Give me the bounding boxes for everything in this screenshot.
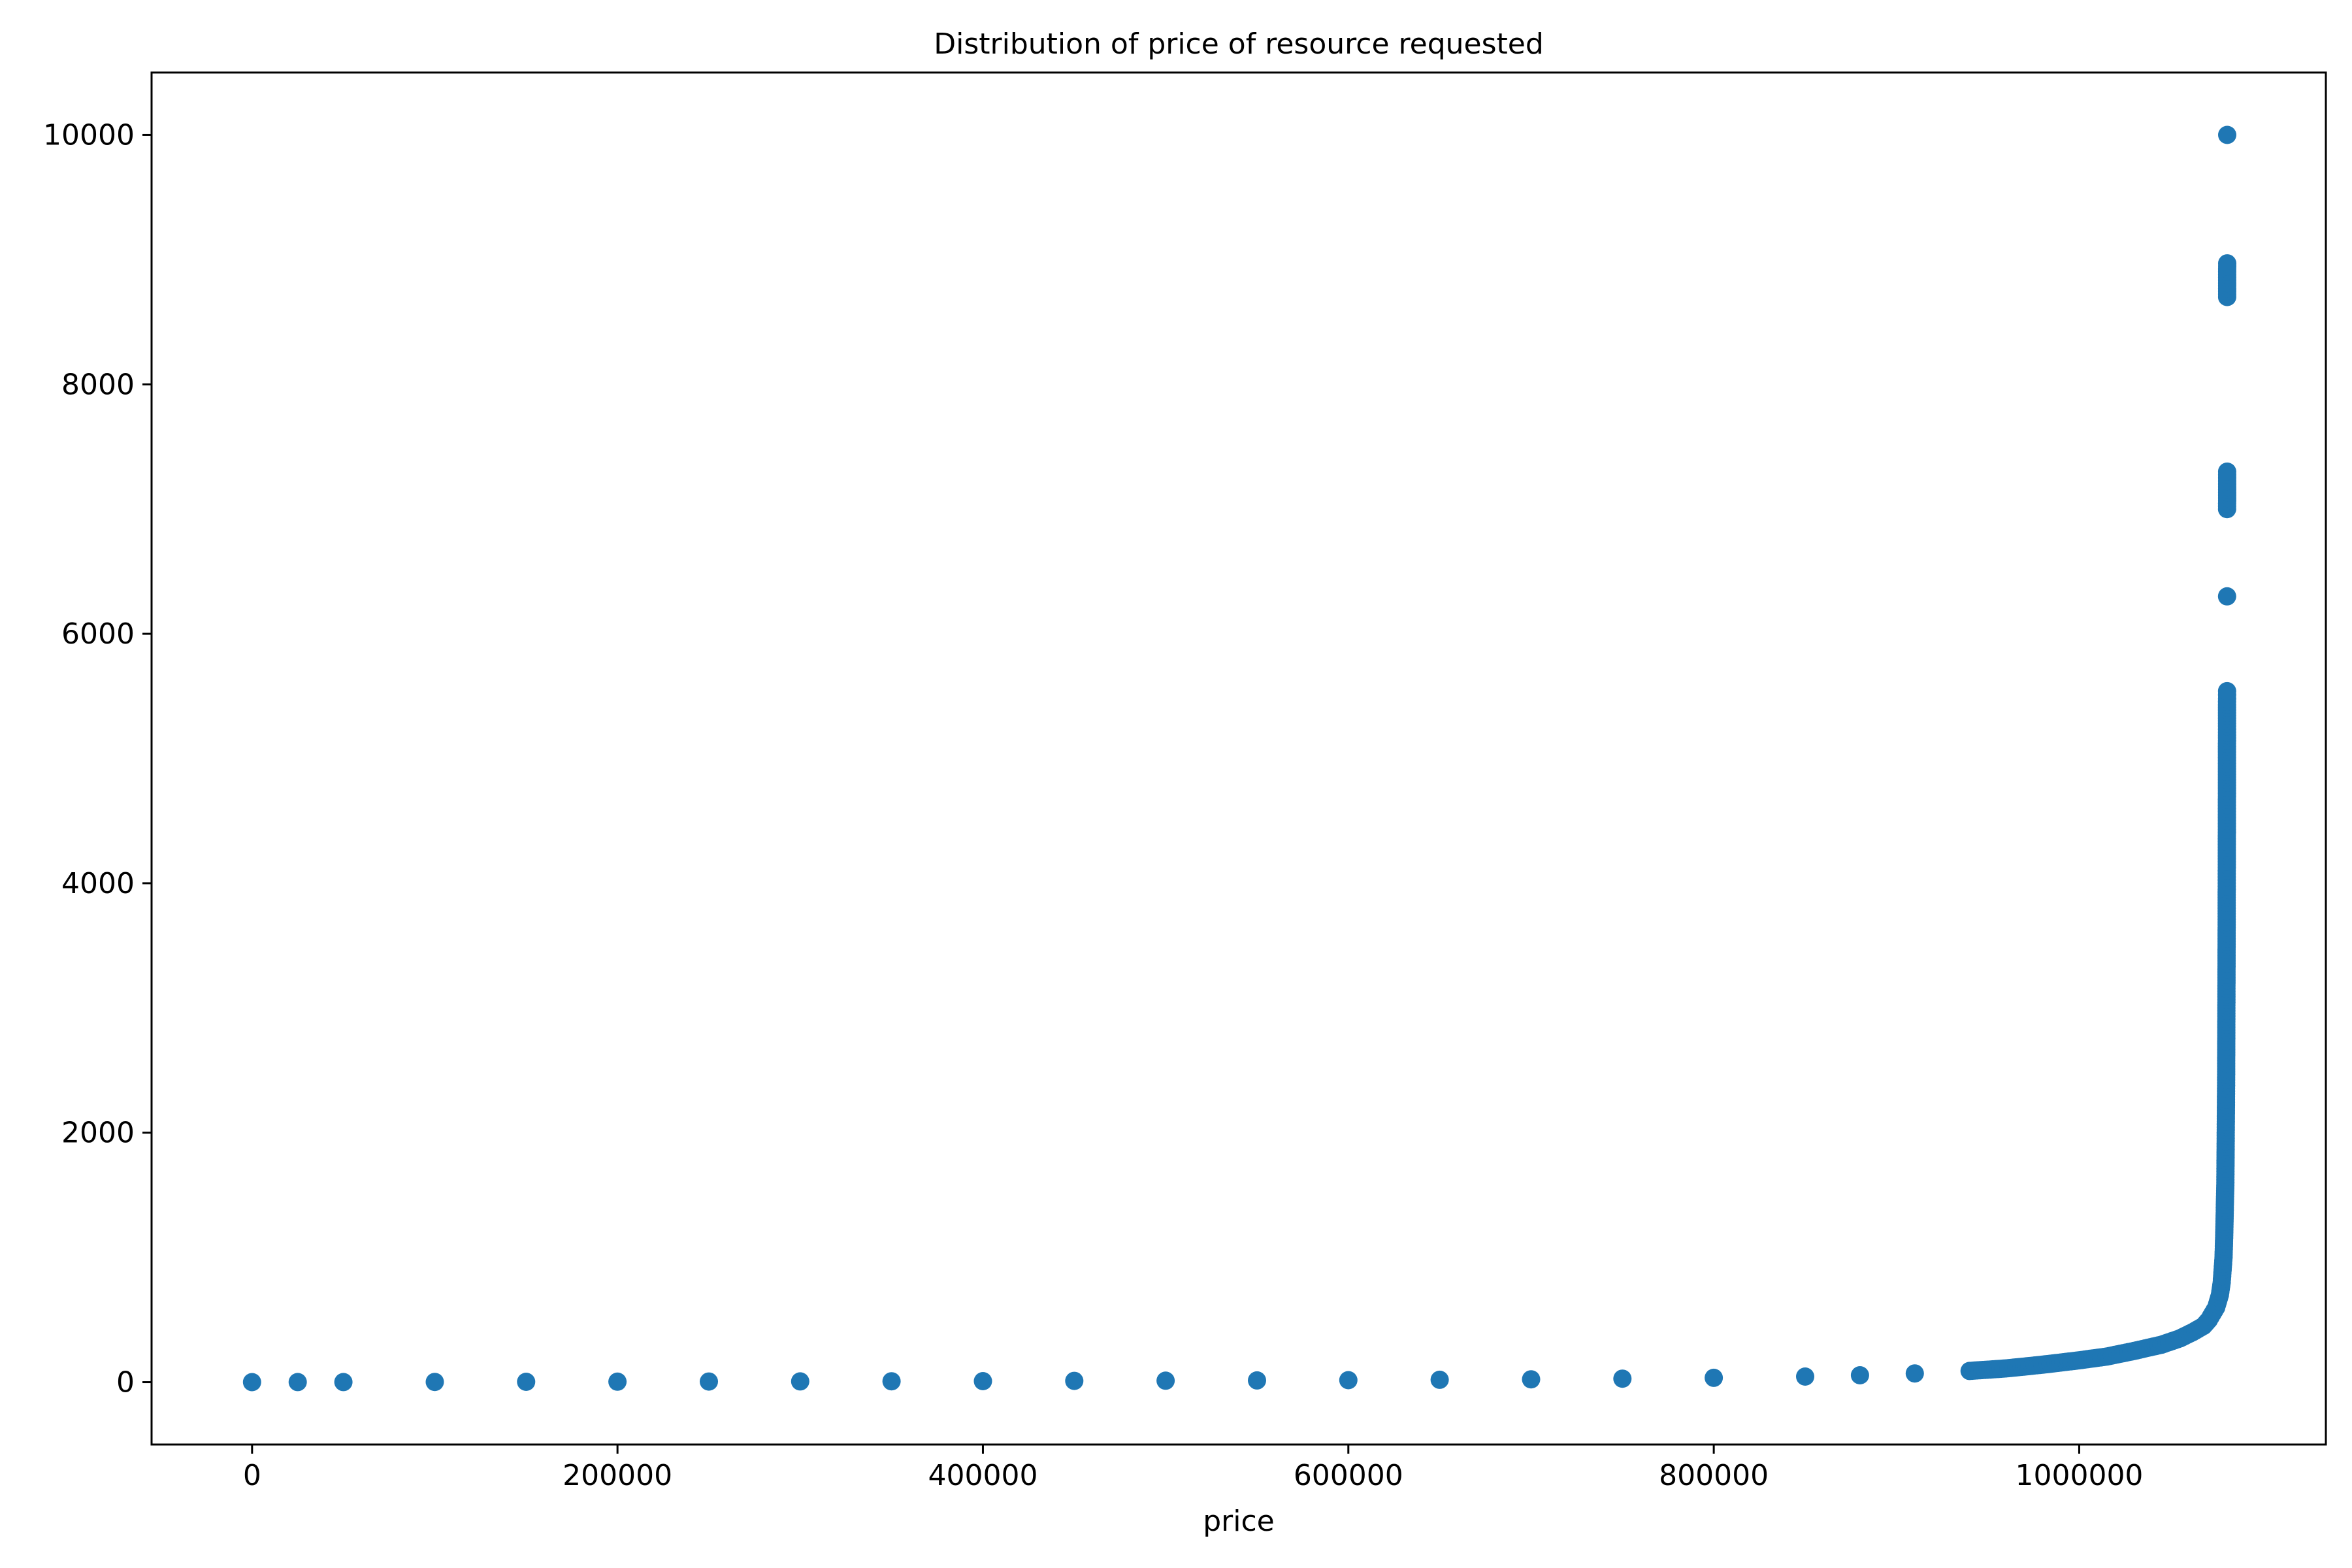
data-point: [2217, 587, 2236, 606]
data-point: [1065, 1371, 1084, 1390]
y-tick-label: 0: [116, 1366, 135, 1399]
data-point: [1905, 1364, 1924, 1383]
data-point: [973, 1372, 992, 1390]
data-point: [700, 1372, 718, 1391]
y-tick-label: 2000: [61, 1117, 135, 1150]
data-point: [2217, 681, 2236, 700]
data-point: [1796, 1367, 1814, 1386]
x-axis-ticks: 0 200000 400000 600000 800000 1000000: [243, 1445, 2143, 1492]
y-tick-label: 4000: [61, 867, 135, 900]
data-point: [334, 1373, 353, 1392]
data-point: [791, 1372, 809, 1391]
data-point: [288, 1373, 307, 1392]
data-points: [242, 125, 2236, 1392]
y-tick-label: 6000: [61, 617, 135, 651]
data-point: [608, 1372, 627, 1391]
data-point: [1156, 1371, 1175, 1390]
data-point: [242, 1373, 261, 1392]
plot-frame: [150, 71, 2327, 1446]
data-point: [2217, 462, 2236, 481]
y-axis-ticks: 0 2000 4000 6000 8000 10000: [43, 118, 152, 1399]
data-point: [425, 1373, 444, 1392]
chart-title: Distribution of price of resource reques…: [934, 27, 1544, 61]
data-point: [1613, 1369, 1632, 1388]
data-point: [1339, 1371, 1358, 1390]
data-point: [1850, 1366, 1869, 1384]
data-point: [1430, 1370, 1449, 1389]
x-tick-label: 400000: [928, 1459, 1037, 1492]
y-tick-label: 10000: [43, 118, 135, 152]
x-tick-label: 800000: [1659, 1459, 1769, 1492]
x-tick-label: 600000: [1294, 1459, 1403, 1492]
x-tick-label: 0: [243, 1459, 261, 1492]
data-point: [2218, 125, 2236, 144]
data-point: [1522, 1370, 1541, 1389]
x-tick-label: 200000: [563, 1459, 672, 1492]
y-tick-label: 8000: [61, 368, 135, 401]
x-tick-label: 1000000: [2015, 1459, 2143, 1492]
data-point: [1705, 1368, 1723, 1387]
data-point: [1248, 1371, 1266, 1390]
data-point: [2218, 254, 2236, 273]
data-point: [517, 1373, 536, 1391]
x-axis-label: price: [1203, 1505, 1275, 1538]
data-point: [882, 1372, 901, 1391]
